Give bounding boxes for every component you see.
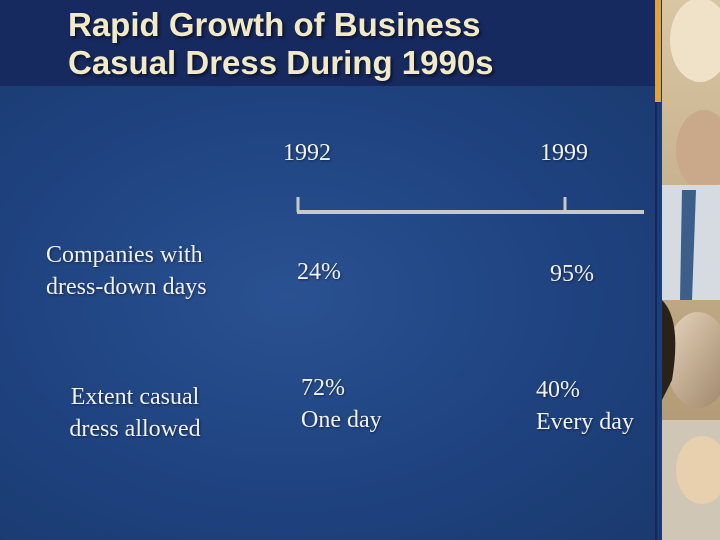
photo-collage: [662, 0, 720, 540]
row-label-companies: Companies with dress-down days: [46, 242, 207, 300]
row-label-extent: Extent casual dress allowed: [69, 384, 201, 442]
title-bar: Rapid Growth of Business Casual Dress Du…: [0, 0, 655, 86]
accent-strip: [655, 0, 661, 102]
value-1992-extent: 72% One day: [301, 375, 382, 433]
slide-title: Rapid Growth of Business Casual Dress Du…: [68, 6, 494, 81]
year-1999-label: 1999: [540, 140, 588, 166]
people-photo-image: [662, 0, 720, 540]
value-1992-companies: 24%: [297, 259, 341, 285]
value-1999-companies: 95%: [550, 261, 594, 287]
value-1999-extent: 40% Every day: [536, 377, 634, 435]
divider-rule: [655, 102, 657, 540]
year-1992-label: 1992: [283, 140, 331, 166]
